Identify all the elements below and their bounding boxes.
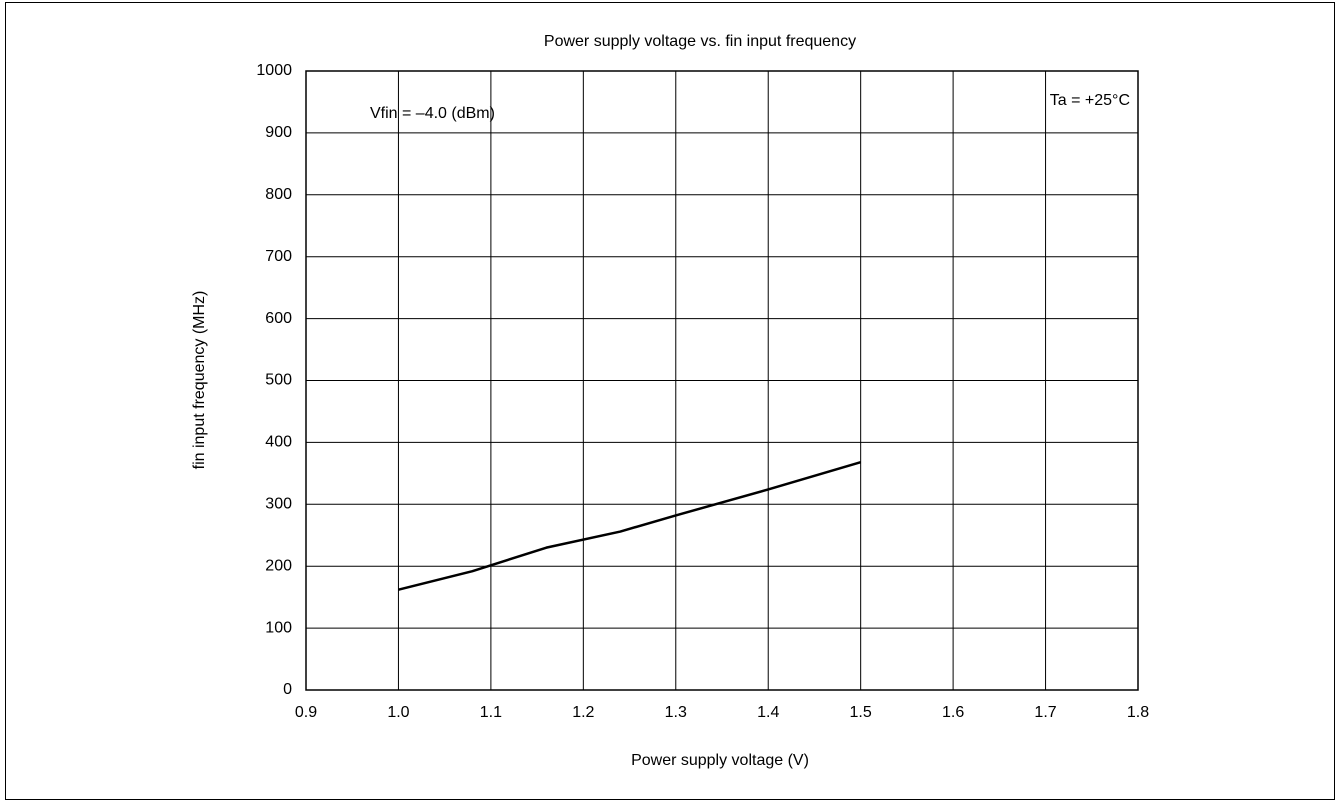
x-tick-label: 1.1 — [480, 704, 502, 721]
y-axis-label: fin input frequency (MHz) — [191, 291, 208, 470]
y-tick-label: 600 — [265, 310, 292, 327]
chart-title: Power supply voltage vs. fin input frequ… — [544, 33, 856, 50]
annotation: Ta = +25°C — [1050, 92, 1130, 109]
y-tick-label: 900 — [265, 124, 292, 141]
x-tick-label: 1.8 — [1127, 704, 1149, 721]
line — [398, 461, 862, 591]
x-axis-label: Power supply voltage (V) — [631, 752, 809, 769]
plot-border — [305, 70, 1139, 691]
y-tick-label: 700 — [265, 248, 292, 265]
y-tick-label: 200 — [265, 557, 292, 574]
x-tick-label: 0.9 — [295, 704, 317, 721]
x-tick-label: 1.5 — [850, 704, 872, 721]
y-tick-label: 400 — [265, 434, 292, 451]
y-tick-label: 100 — [265, 619, 292, 636]
annotation: Vfin = –4.0 (dBm) — [370, 105, 495, 122]
x-tick-label: 1.0 — [387, 704, 409, 721]
y-tick-label: 500 — [265, 372, 292, 389]
y-tick-label: 800 — [265, 186, 292, 203]
y-tick-label: 1000 — [256, 62, 292, 79]
x-tick-label: 1.6 — [942, 704, 964, 721]
x-tick-label: 1.7 — [1034, 704, 1056, 721]
x-tick-label: 1.2 — [572, 704, 594, 721]
x-tick-label: 1.3 — [665, 704, 687, 721]
y-tick-label: 300 — [265, 496, 292, 513]
y-tick-label: 0 — [283, 681, 292, 698]
frame — [5, 2, 1335, 800]
x-tick-label: 1.4 — [757, 704, 779, 721]
